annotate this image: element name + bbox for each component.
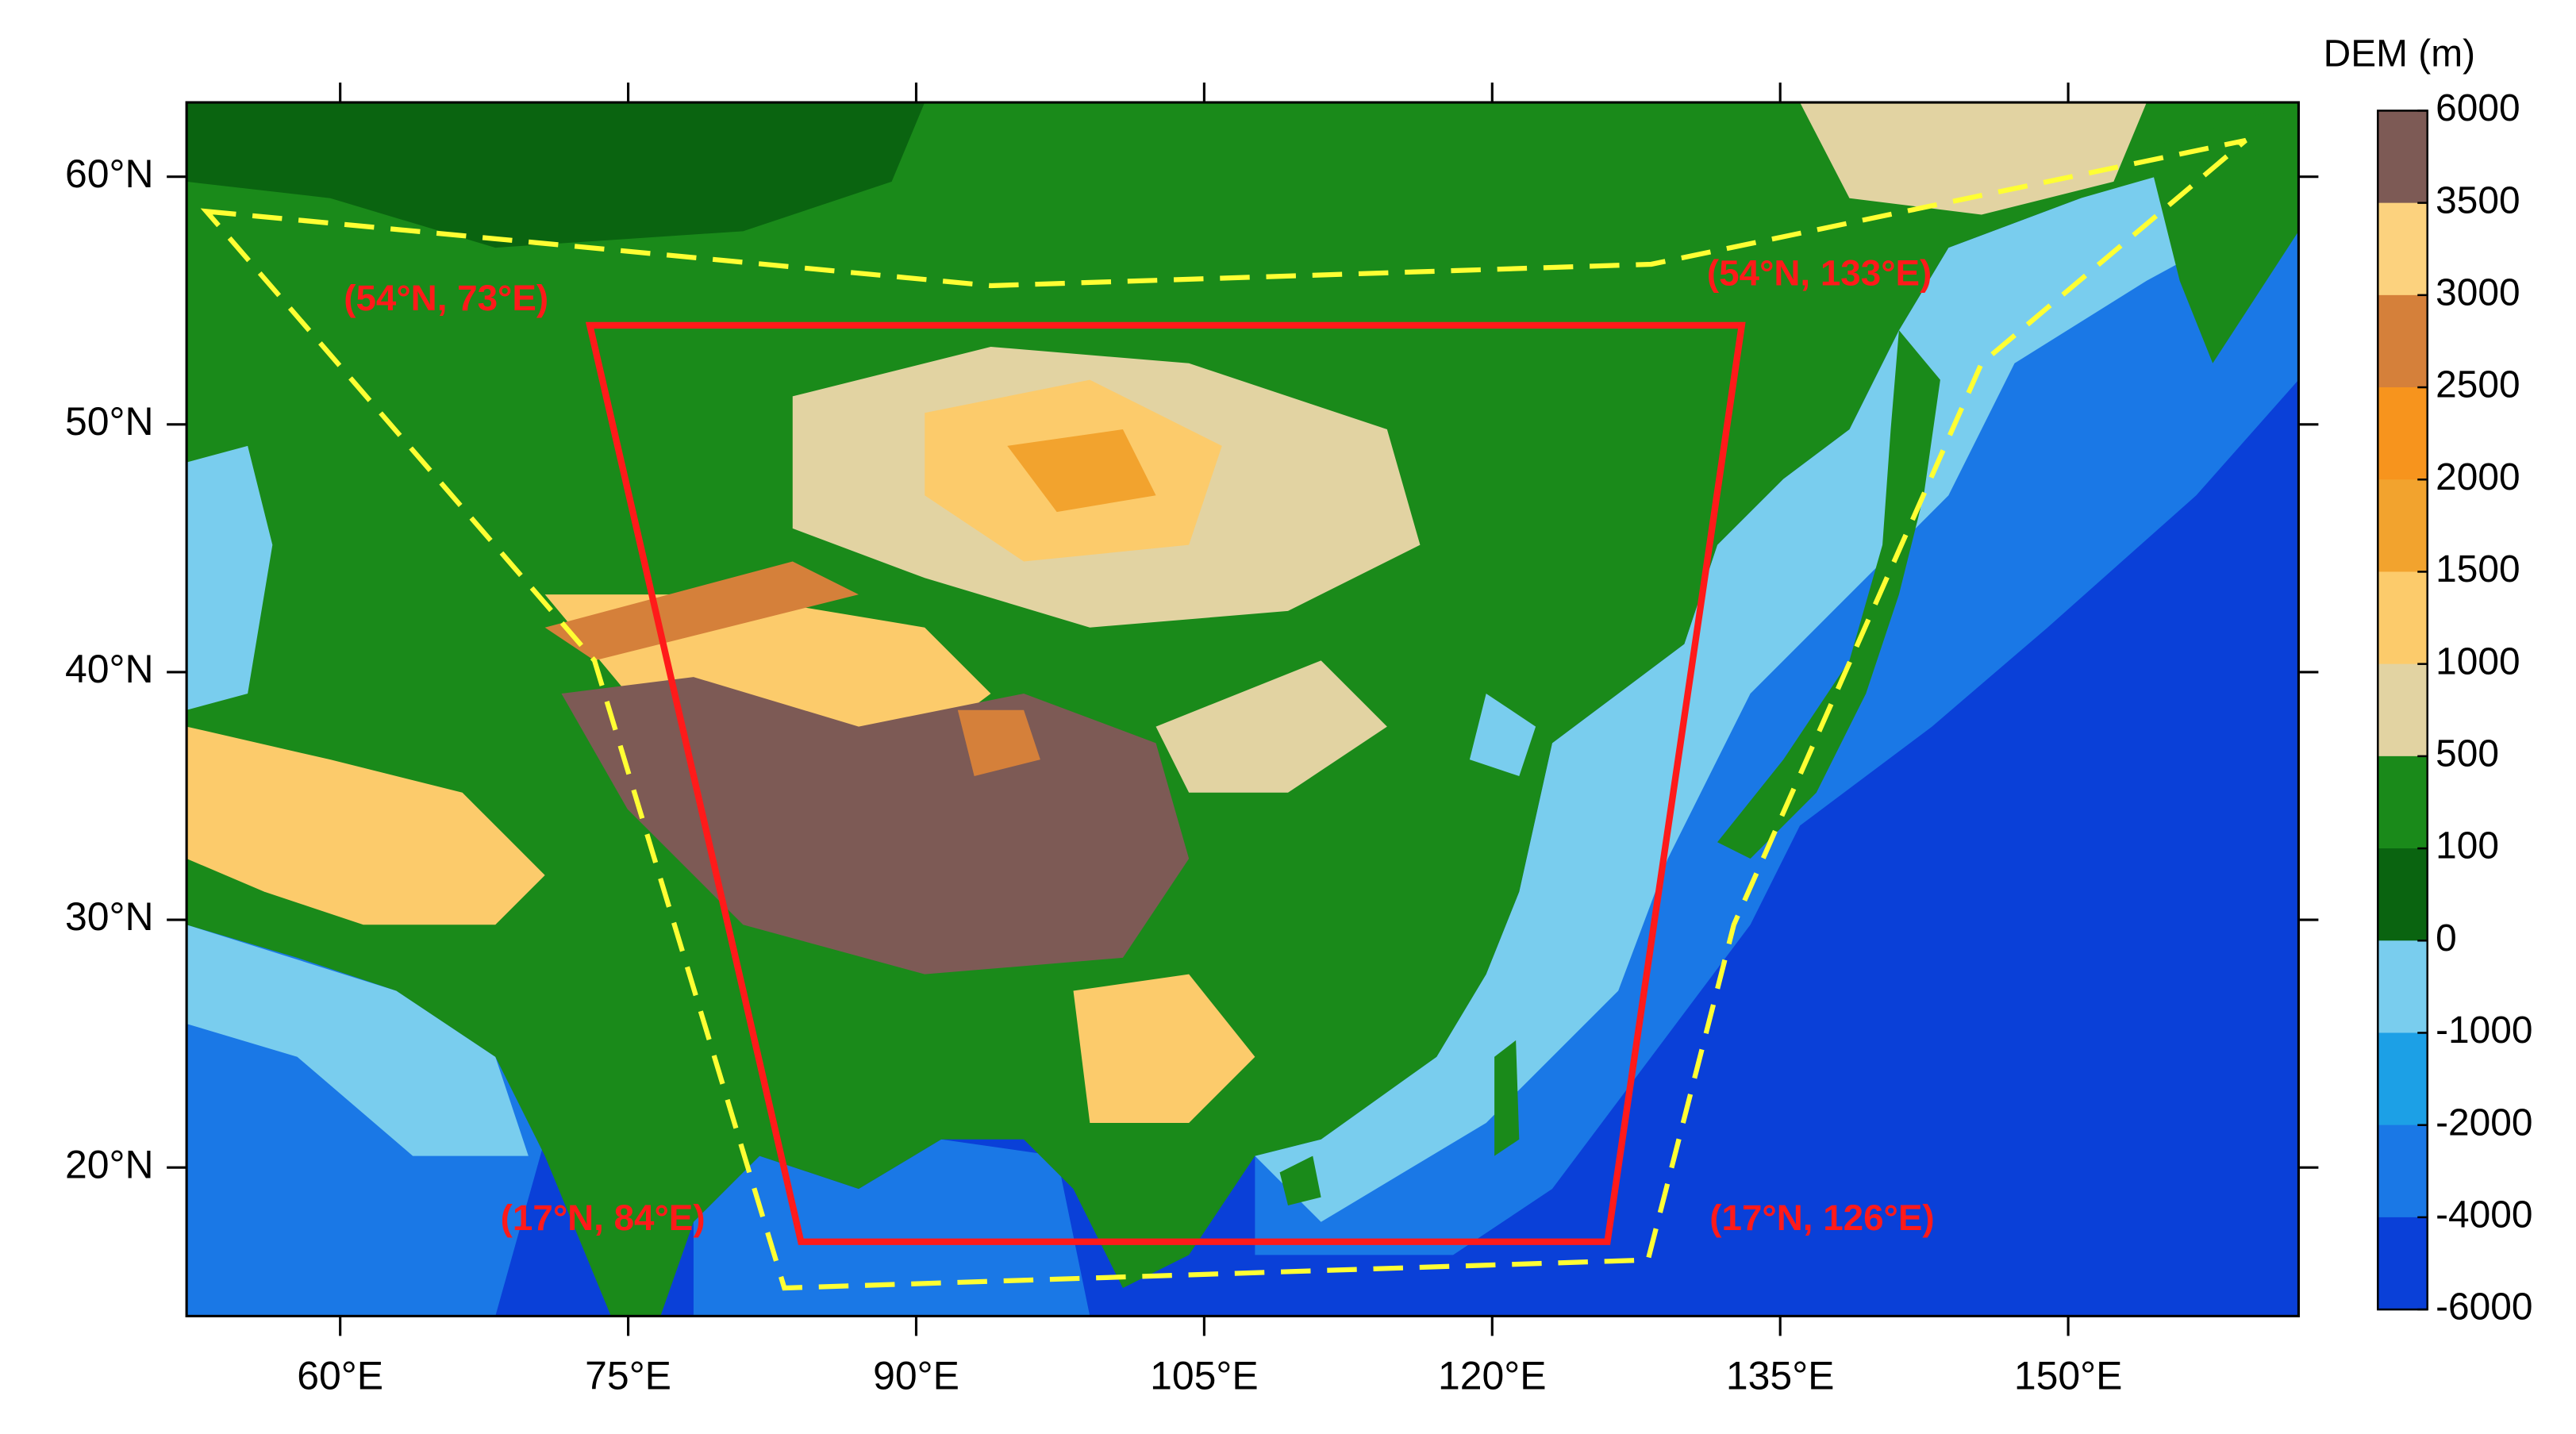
colorbar-label: -1000 [2436, 1009, 2532, 1051]
corner-label: (17°N, 84°E) [501, 1198, 706, 1238]
terrain [186, 102, 2299, 1317]
y-tick-label: 20°N [65, 1142, 154, 1186]
colorbar-label: 2500 [2436, 364, 2520, 406]
colorbar-band [2378, 110, 2428, 204]
x-tick-label: 75°E [585, 1354, 671, 1398]
siberian-upland [1800, 102, 2147, 215]
colorbar-label: -4000 [2436, 1194, 2532, 1236]
lowland [186, 102, 925, 248]
khangai [1007, 429, 1156, 513]
corner-label: (17°N, 126°E) [1709, 1198, 1934, 1238]
x-tick-label: 60°E [297, 1354, 383, 1398]
japan-sakhalin [1717, 330, 1940, 859]
colorbar-label: 3500 [2436, 179, 2520, 221]
yunnan-plateau [1073, 974, 1255, 1123]
qaidam [957, 709, 1040, 776]
colorbar-label: -6000 [2436, 1286, 2532, 1328]
kamchatka [2147, 102, 2299, 363]
dynamic-layer: 60°E 75°E 90°E 105°E 120°E 135°E 150°E 20°N 30°N… [65, 33, 2533, 1397]
arabian-shelf [186, 925, 529, 1156]
colorbar-label: -2000 [2436, 1101, 2532, 1144]
colorbar-band [2378, 387, 2428, 481]
corner-label: (54°N, 73°E) [344, 278, 548, 318]
y-tick-label: 60°N [65, 152, 154, 196]
colorbar-band [2378, 571, 2428, 665]
colorbar-band [2378, 940, 2428, 1034]
corner-label: (54°N, 133°E) [1707, 253, 1932, 294]
colorbar-band [2378, 479, 2428, 573]
colorbar-band [2378, 294, 2428, 389]
taiwan [1494, 1040, 1520, 1156]
colorbar-label: 100 [2436, 825, 2499, 867]
bay-of-bengal [693, 1139, 1090, 1317]
y-tick-label: 50°N [65, 399, 154, 444]
colorbar-band [2378, 1032, 2428, 1126]
x-tick-label: 90°E [873, 1354, 959, 1398]
hainan [1279, 1155, 1321, 1205]
colorbar-band [2378, 1217, 2428, 1311]
colorbar-frame [2377, 110, 2428, 1311]
colorbar-band [2378, 1125, 2428, 1218]
domain-box [585, 321, 1746, 1245]
colorbar-label: 6000 [2436, 87, 2520, 129]
caspian-sea [186, 445, 273, 710]
x-tick-label: 120°E [1438, 1354, 1547, 1398]
y-tick-label: 40°N [65, 647, 154, 691]
colorbar-label: 2000 [2436, 456, 2520, 498]
colorbar-label: 3000 [2436, 271, 2520, 313]
colorbar-label: 1000 [2436, 640, 2520, 682]
x-tick-label: 135°E [1726, 1354, 1835, 1398]
tianshan [544, 561, 859, 661]
colorbar-label: 500 [2436, 733, 2499, 775]
colorbar-band [2378, 848, 2428, 942]
iran-plateau [186, 726, 545, 925]
colorbar-band [2378, 755, 2428, 850]
outer-domain-dashed [200, 137, 2247, 1291]
colorbar-band [2378, 202, 2428, 296]
y-tick-label: 30°N [65, 894, 154, 939]
shelf-seas [1255, 102, 2299, 1222]
loess-plateau [1155, 660, 1387, 793]
colorbar-label: 0 [2436, 917, 2457, 959]
bohai [1469, 693, 1536, 776]
x-tick-label: 150°E [2014, 1354, 2123, 1398]
colorbar-label: 1500 [2436, 548, 2520, 590]
plot-frame [185, 101, 2300, 1317]
colorbar-band [2378, 663, 2428, 757]
colorbar-title: DEM (m) [2324, 33, 2475, 75]
x-tick-label: 105°E [1150, 1354, 1259, 1398]
